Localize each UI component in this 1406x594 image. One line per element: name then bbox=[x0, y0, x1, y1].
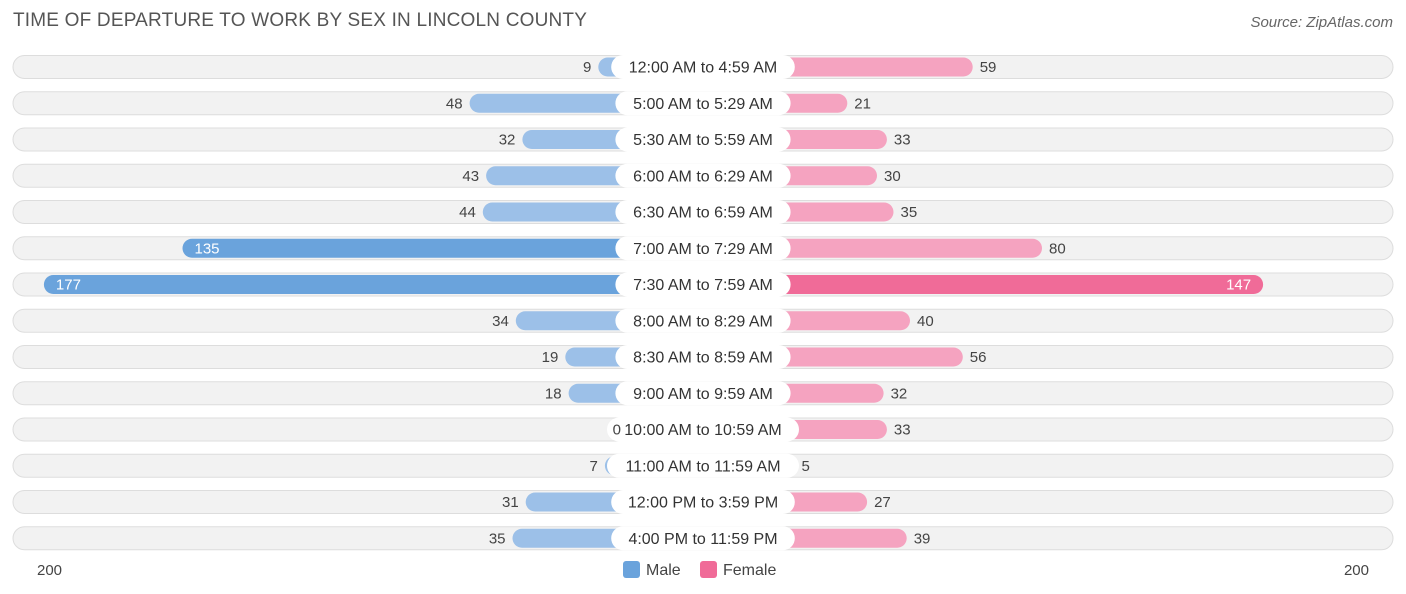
chart-row: 9:00 AM to 9:59 AM 18 32 bbox=[12, 381, 1394, 406]
value-label-male: 177 bbox=[56, 277, 81, 294]
category-pill bbox=[615, 381, 791, 406]
bar-male bbox=[182, 238, 703, 258]
value-label-male: 18 bbox=[545, 385, 562, 402]
value-label-male: 48 bbox=[446, 95, 463, 112]
category-label: 8:30 AM to 8:59 AM bbox=[633, 350, 773, 367]
value-label-male: 135 bbox=[195, 240, 220, 257]
value-label-male: 32 bbox=[499, 132, 516, 149]
category-pill bbox=[615, 200, 791, 224]
chart-source: Source: ZipAtlas.com bbox=[1250, 14, 1393, 31]
category-label: 6:00 AM to 6:29 AM bbox=[633, 168, 773, 185]
value-label-male: 19 bbox=[542, 349, 559, 366]
category-pill bbox=[615, 163, 791, 188]
value-label-female: 40 bbox=[917, 313, 934, 330]
category-pill bbox=[607, 453, 799, 478]
value-label-male: 31 bbox=[502, 494, 519, 511]
chart-row: 11:00 AM to 11:59 AM 7 5 bbox=[12, 453, 1394, 478]
chart-row: 7:00 AM to 7:29 AM 135 80 bbox=[12, 236, 1394, 261]
category-label: 11:00 AM to 11:59 AM bbox=[625, 458, 780, 475]
value-label-male: 35 bbox=[489, 530, 506, 547]
chart-row: 12:00 PM to 3:59 PM 31 27 bbox=[12, 490, 1394, 514]
chart-row: 7:30 AM to 7:59 AM 177 147 bbox=[12, 272, 1394, 297]
chart-row: 5:00 AM to 5:29 AM 48 21 bbox=[12, 91, 1394, 116]
category-pill bbox=[611, 526, 795, 551]
value-label-female: 27 bbox=[874, 494, 891, 511]
category-label: 5:00 AM to 5:29 AM bbox=[633, 96, 773, 113]
category-pill bbox=[611, 490, 795, 514]
legend-swatch-female bbox=[700, 561, 717, 578]
category-pill bbox=[615, 91, 791, 116]
category-pill bbox=[607, 417, 799, 442]
value-label-female: 59 bbox=[980, 59, 997, 76]
bar-female bbox=[703, 275, 1264, 294]
value-label-male: 9 bbox=[583, 59, 591, 76]
value-label-female: 5 bbox=[802, 458, 810, 475]
axis-left-label: 200 bbox=[37, 562, 62, 579]
value-label-female: 21 bbox=[854, 95, 871, 112]
chart-row: 6:00 AM to 6:29 AM 43 30 bbox=[12, 163, 1394, 188]
value-label-male: 0 bbox=[613, 422, 621, 439]
legend-swatch-male bbox=[623, 561, 640, 578]
category-pill bbox=[615, 127, 791, 152]
chart-row: 8:30 AM to 8:59 AM 19 56 bbox=[12, 345, 1394, 369]
axis-right-label: 200 bbox=[1344, 562, 1369, 579]
value-label-male: 34 bbox=[492, 313, 509, 330]
value-label-female: 39 bbox=[914, 530, 931, 547]
chart-title: TIME OF DEPARTURE TO WORK BY SEX IN LINC… bbox=[13, 10, 588, 31]
bar-male bbox=[43, 275, 703, 294]
value-label-female: 56 bbox=[970, 349, 987, 366]
category-label: 4:00 PM to 11:59 PM bbox=[628, 531, 777, 548]
value-label-female: 147 bbox=[1226, 277, 1251, 294]
chart-row: 10:00 AM to 10:59 AM0 33 bbox=[12, 417, 1394, 442]
value-label-female: 33 bbox=[894, 132, 911, 149]
chart-row: 4:00 PM to 11:59 PM 35 39 bbox=[12, 526, 1394, 551]
category-pill bbox=[615, 272, 791, 297]
value-label-male: 44 bbox=[459, 204, 476, 221]
category-label: 12:00 PM to 3:59 PM bbox=[628, 495, 778, 512]
category-label: 7:00 AM to 7:29 AM bbox=[633, 241, 773, 258]
category-label: 8:00 AM to 8:29 AM bbox=[633, 313, 773, 330]
value-label-female: 30 bbox=[884, 168, 901, 185]
category-pill bbox=[615, 236, 791, 261]
category-pill bbox=[615, 308, 791, 333]
category-label: 6:30 AM to 6:59 AM bbox=[633, 205, 773, 222]
value-label-female: 32 bbox=[891, 385, 908, 402]
value-label-female: 35 bbox=[901, 204, 918, 221]
chart-row: 12:00 AM to 4:59 AM 9 59 bbox=[12, 55, 1394, 79]
category-label: 9:00 AM to 9:59 AM bbox=[633, 386, 773, 403]
category-label: 12:00 AM to 4:59 AM bbox=[629, 60, 778, 77]
legend-label-female: Female bbox=[723, 562, 776, 579]
category-label: 10:00 AM to 10:59 AM bbox=[624, 422, 781, 439]
category-pill bbox=[615, 345, 791, 369]
chart-row: 6:30 AM to 6:59 AM 44 35 bbox=[12, 200, 1394, 224]
category-pill bbox=[611, 55, 795, 79]
chart-row: 5:30 AM to 5:59 AM 32 33 bbox=[12, 127, 1394, 152]
category-label: 5:30 AM to 5:59 AM bbox=[633, 132, 773, 149]
legend: Male Female bbox=[623, 561, 776, 579]
value-label-female: 33 bbox=[894, 422, 911, 439]
category-label: 7:30 AM to 7:59 AM bbox=[633, 277, 773, 294]
chart-row: 8:00 AM to 8:29 AM 34 40 bbox=[12, 308, 1394, 333]
legend-label-male: Male bbox=[646, 562, 681, 579]
value-label-male: 43 bbox=[462, 168, 479, 185]
value-label-male: 7 bbox=[590, 458, 598, 475]
value-label-female: 80 bbox=[1049, 240, 1066, 257]
